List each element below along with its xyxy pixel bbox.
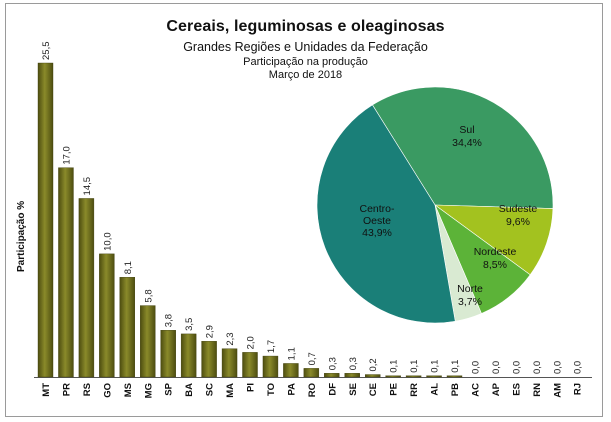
bar-value-label: 0,3 [348,357,359,370]
x-tick-label: SE [348,383,359,396]
bar [180,333,197,378]
pie-name-label: Oeste [363,215,391,227]
bar-value-label: 1,7 [266,340,277,353]
pie-value-label: 9,6% [506,216,530,228]
bar [385,375,401,378]
bar-value-label: 8,1 [123,261,134,274]
bar-value-label: 2,9 [205,325,216,338]
x-tick-label: SC [205,383,216,396]
bar [221,348,238,378]
y-axis-label: Participação % [16,201,27,272]
bar [58,167,74,378]
bar-value-label: 3,5 [184,318,195,331]
x-tick-label: CE [368,383,379,396]
chart-subtitle: Grandes Regiões e Unidades da Federação [183,40,428,54]
pie-name-label: Sul [459,124,474,136]
x-tick-label: PR [61,383,72,396]
bar-value-label: 0,2 [368,358,379,371]
bar [78,198,95,378]
x-tick-label: GO [102,383,113,398]
pie-value-label: 3,7% [458,296,482,308]
bar-value-label: 0,7 [307,352,318,365]
x-tick-label: RJ [573,383,584,395]
x-tick-label: MS [123,383,134,397]
bar-value-label: 1,1 [286,347,297,360]
x-tick-label: RO [307,383,318,397]
x-tick-label: AC [470,383,481,397]
bar [324,373,340,378]
bar [119,277,136,378]
x-tick-label: PA [286,383,297,396]
x-tick-label: MT [41,383,52,397]
x-tick-label: AM [552,383,563,398]
pie-name-label: Sudeste [499,203,538,215]
pie-name-label: Nordeste [474,246,517,258]
bar [303,368,320,378]
chart-title: Cereais, leguminosas e oleaginosas [166,18,445,35]
x-tick-label: RS [82,383,93,396]
pie-name-label: Centro- [359,203,395,215]
x-tick-label: MA [225,383,236,398]
bar [160,330,176,378]
pie-value-label: 8,5% [483,259,507,271]
bar [140,305,156,378]
bar-value-label: 3,8 [164,314,175,327]
bar-value-label: 0,1 [450,360,461,373]
pie-value-label: 34,4% [452,137,482,149]
bar-value-label: 0,0 [552,361,563,374]
bar [405,375,422,378]
x-tick-label: MG [143,383,154,398]
pie-slice [316,104,456,324]
bar [365,374,381,378]
bar [99,253,115,378]
bar-value-label: 0,0 [532,361,543,374]
bar-value-label: 17,0 [61,146,72,165]
x-tick-label: RN [532,383,543,397]
x-tick-label: PB [450,383,461,396]
bar [426,375,442,378]
x-tick-label: PI [246,383,257,392]
bar-value-label: 0,0 [470,361,481,374]
bar-value-label: 0,0 [491,361,502,374]
bar [262,355,279,378]
x-tick-label: TO [266,383,277,396]
bar-value-label: 0,1 [409,360,420,373]
chart-date: Março de 2018 [268,69,343,81]
bar-value-label: 14,5 [82,177,93,196]
bar-value-label: 2,3 [225,332,236,345]
x-tick-label: DF [327,383,338,396]
x-tick-label: SP [164,382,175,395]
x-tick-label: AL [430,383,441,396]
x-tick-label: PE [389,383,400,396]
bar-value-label: 0,3 [327,357,338,370]
pie-name-label: Norte [457,283,483,295]
bar-value-label: 25,5 [41,42,52,61]
bar-value-label: 5,8 [143,289,154,302]
bar [242,352,258,378]
bar [446,375,463,378]
bar [201,341,217,378]
bar-series: 25,5 MT 17,0 PR 14,5 RS 10,0 GO 8,1 MS 5,8 MG 3,8 SP 3… [34,42,592,398]
bar [283,363,299,378]
x-tick-label: RR [409,383,420,397]
bar-value-label: 10,0 [102,232,113,251]
bar-value-label: 0,1 [430,360,441,373]
bar-value-label: 0,1 [389,360,400,373]
chart-caption: Participação na produção [243,56,368,68]
bar [344,373,360,378]
x-tick-label: BA [184,383,195,397]
bar [37,62,54,378]
bar-value-label: 2,0 [246,336,257,349]
bar-value-label: 0,0 [573,361,584,374]
x-tick-label: ES [511,383,522,396]
x-tick-label: AP [491,382,502,396]
bar-value-label: 0,0 [511,361,522,374]
pie-value-label: 43,9% [362,227,392,239]
pie-slice [372,86,554,209]
